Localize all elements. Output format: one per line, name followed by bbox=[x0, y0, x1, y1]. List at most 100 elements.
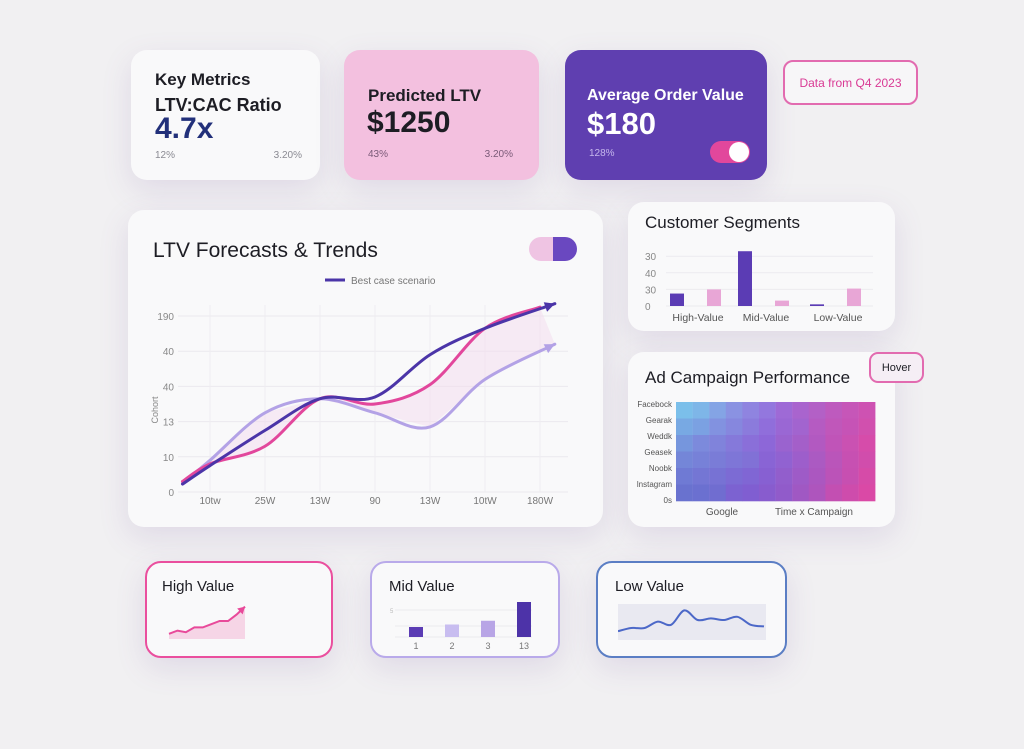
low-value-title: Low Value bbox=[615, 578, 684, 595]
y-tick-label: 13 bbox=[163, 418, 175, 429]
heatmap-cell bbox=[792, 435, 809, 452]
y-tick-label: 40 bbox=[163, 382, 175, 393]
arrow-head-icon bbox=[543, 344, 555, 354]
legend-label: Best case scenario bbox=[351, 276, 436, 287]
ltv-cac-label: LTV:CAC Ratio bbox=[155, 95, 282, 115]
row-label: Weddk bbox=[647, 432, 673, 441]
x-tick-label: 25W bbox=[255, 496, 276, 507]
heatmap-cell bbox=[858, 418, 876, 436]
x-tick-label: 13 bbox=[519, 641, 529, 651]
row-label: Geasek bbox=[644, 448, 673, 457]
high-value-sparkline bbox=[168, 605, 246, 639]
high-value-title: High Value bbox=[162, 578, 235, 595]
heatmap-cell bbox=[825, 435, 843, 452]
heatmap-cell bbox=[709, 418, 726, 436]
x-tick-label: 13W bbox=[310, 496, 331, 507]
aov-toggle[interactable] bbox=[710, 141, 750, 163]
mid-value-card: Mid Value 5 1 2 3 13 bbox=[370, 561, 560, 658]
data-source-badge: Data from Q4 2023 bbox=[783, 60, 918, 105]
x-tick-label: 90 bbox=[369, 496, 381, 507]
low-value-sparkline bbox=[618, 604, 766, 640]
heatmap-cell bbox=[676, 402, 693, 419]
heatmap-cell bbox=[692, 451, 710, 469]
ltv-forecast-card: LTV Forecasts & Trends bbox=[128, 210, 603, 527]
key-metrics-heading: Key Metrics bbox=[155, 70, 251, 89]
y-tick-label: 190 bbox=[157, 312, 174, 323]
heatmap-cell bbox=[842, 435, 859, 452]
bar bbox=[810, 304, 824, 306]
heatmap-cell bbox=[759, 402, 776, 419]
x-tick-label: Low-Value bbox=[814, 312, 863, 324]
heatmap-cell bbox=[775, 468, 793, 485]
x-tick-label: 180W bbox=[527, 496, 554, 507]
heatmap-cell bbox=[825, 451, 843, 469]
forecast-area bbox=[182, 307, 555, 484]
heatmap-cell bbox=[676, 468, 693, 485]
x-tick-label: 2 bbox=[449, 641, 454, 651]
forecast-toggle[interactable] bbox=[529, 237, 577, 261]
y-tick-label: 10 bbox=[163, 453, 175, 464]
forecast-title: LTV Forecasts & Trends bbox=[153, 239, 378, 262]
y-tick-label: 30 bbox=[645, 285, 657, 296]
y-tick-label: 40 bbox=[645, 269, 657, 280]
x-label-google: Google bbox=[706, 507, 739, 518]
heatmap-cell bbox=[842, 468, 859, 485]
y-tick-label: 30 bbox=[645, 252, 657, 263]
predicted-ltv-left-stat: 43% bbox=[368, 149, 389, 160]
aov-value: $180 bbox=[587, 106, 656, 141]
heatmap-cell bbox=[792, 418, 809, 436]
heatmap-cell bbox=[676, 484, 693, 502]
bar bbox=[445, 624, 459, 637]
heatmap-cell bbox=[759, 435, 776, 452]
key-metrics-card: Key Metrics LTV:CAC Ratio 4.7x 12% 3.20% bbox=[131, 50, 320, 180]
heatmap-cell bbox=[759, 484, 776, 502]
key-metrics-left-stat: 12% bbox=[155, 150, 176, 161]
low-value-card: Low Value bbox=[596, 561, 787, 658]
heatmap-cell bbox=[792, 402, 809, 419]
ad-campaign-card: Ad Campaign Performance Facebock Gearak We… bbox=[628, 352, 895, 527]
aov-stat: 128% bbox=[589, 148, 615, 159]
heatmap-cell bbox=[842, 484, 859, 502]
y-axis-label: Cohort bbox=[150, 396, 160, 424]
heatmap-cell bbox=[725, 418, 743, 436]
series-line bbox=[181, 302, 557, 486]
y-tick-label: 0 bbox=[168, 488, 174, 499]
row-label: Gearak bbox=[646, 416, 673, 425]
hover-badge[interactable]: Hover bbox=[869, 352, 924, 383]
heatmap-cell bbox=[759, 418, 776, 436]
y-tick-label: 40 bbox=[163, 347, 175, 358]
ltv-cac-value: 4.7x bbox=[155, 112, 214, 145]
x-tick-label: 10tw bbox=[199, 496, 221, 507]
aov-label: Average Order Value bbox=[587, 87, 744, 104]
heatmap-cell bbox=[709, 402, 726, 419]
x-tick-label: 3 bbox=[485, 641, 490, 651]
bar bbox=[670, 293, 684, 306]
x-tick-label: 10tW bbox=[473, 496, 497, 507]
heatmap-cell bbox=[825, 468, 843, 485]
heatmap-cell bbox=[775, 435, 793, 452]
heatmap-cell bbox=[759, 468, 776, 485]
sparkline-area bbox=[169, 606, 245, 639]
heatmap-cell bbox=[842, 402, 859, 419]
predicted-ltv-card: Predicted LTV $1250 43% 3.20% bbox=[344, 50, 539, 180]
heatmap-cell bbox=[775, 418, 793, 436]
heatmap-cell bbox=[742, 484, 760, 502]
heatmap-cell bbox=[808, 435, 826, 452]
bar bbox=[775, 300, 789, 306]
heatmap-cell bbox=[808, 402, 826, 419]
bar bbox=[707, 289, 721, 306]
heatmap-cell bbox=[709, 435, 726, 452]
heatmap-cell bbox=[692, 468, 710, 485]
predicted-ltv-right-stat: 3.20% bbox=[484, 149, 513, 160]
heatmap-cell bbox=[775, 402, 793, 419]
predicted-ltv-label: Predicted LTV bbox=[368, 86, 482, 105]
heatmap-cell bbox=[676, 435, 693, 452]
key-metrics-right-stat: 3.20% bbox=[273, 150, 302, 161]
bar bbox=[409, 627, 423, 637]
heatmap-cell bbox=[808, 484, 826, 502]
heatmap-cell bbox=[742, 468, 760, 485]
sparkline-background bbox=[618, 604, 766, 640]
row-label: Facebock bbox=[637, 400, 673, 409]
bar bbox=[517, 602, 531, 637]
heatmap-cell bbox=[858, 402, 876, 419]
